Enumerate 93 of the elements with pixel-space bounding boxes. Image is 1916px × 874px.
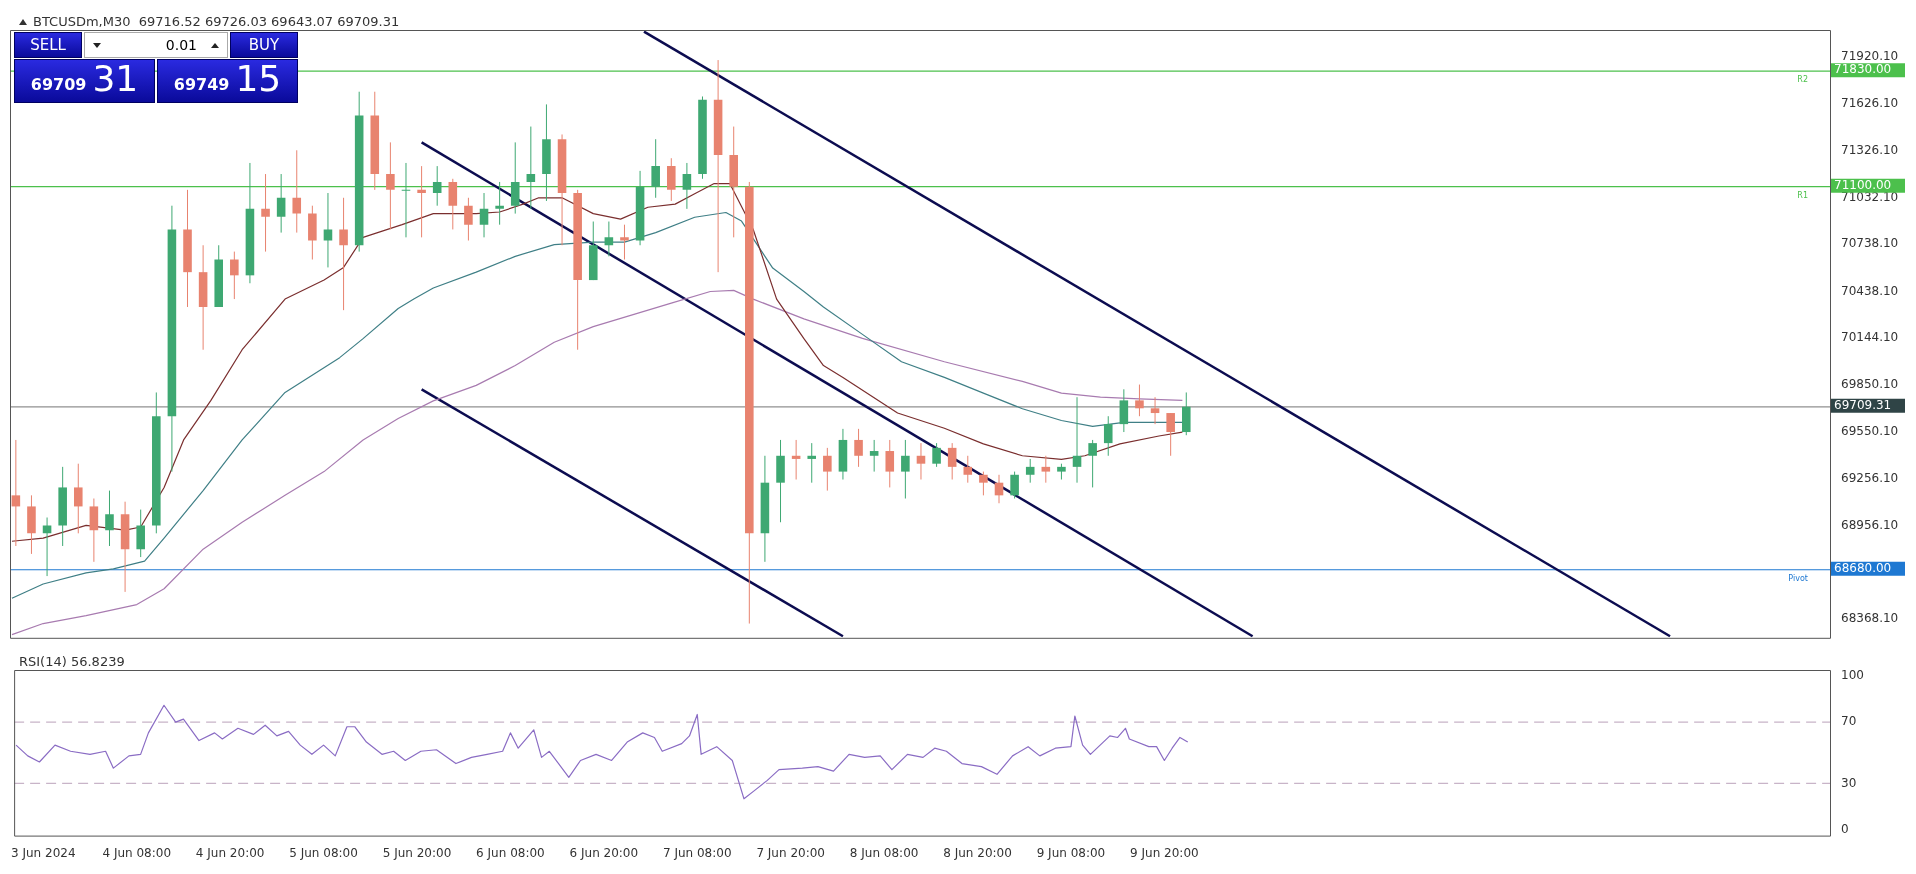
candlestick [620,224,629,261]
candlestick [448,178,458,230]
candlestick [323,192,333,268]
candlestick [682,162,692,210]
x-tick-label: 6 Jun 08:00 [476,845,545,860]
annotation: SELL [14,32,82,58]
text: 71100.00 [1834,177,1892,192]
annotation: 0.01 [164,37,198,53]
x-tick-label: 5 Jun 20:00 [382,845,452,860]
ref-line-label: R2 [1797,75,1808,85]
candlestick [464,197,473,242]
annotation: 31 [92,58,139,99]
candlestick [73,463,83,534]
y-tick-label: 69256.10 [1841,470,1899,485]
candlestick [979,471,988,496]
annotation: BUY [230,32,298,58]
y-tick-label: 100 [1841,668,1864,683]
candlestick [1010,471,1019,500]
text: 71830.00 [1834,62,1892,77]
candlestick [526,126,536,210]
candlestick [963,455,973,484]
candlestick [1088,439,1097,488]
y-tick-label: 68368.10 [1841,611,1899,626]
candlestick [292,149,302,234]
candlestick [105,490,114,547]
candlestick [932,442,941,468]
chart-title: BTCUSDm,M30 69716.52 69726.03 69643.07 69709.31 [33,14,400,29]
annotation: 69709 [30,75,87,94]
candlestick [136,509,145,558]
chart-title: RSI(14) 56.8239 [19,654,125,669]
candlestick [651,138,660,199]
y-tick-label: 70144.10 [1841,330,1899,345]
y-tick-label: 71626.10 [1841,95,1899,110]
quantity-field: 0.01 [84,32,228,58]
candlestick [276,173,286,234]
candlestick [1025,458,1035,484]
candlestick [1150,396,1160,425]
y-tick-label: 70738.10 [1841,236,1899,251]
y-tick-label: 0 [1841,821,1849,836]
candlestick [947,442,957,481]
x-tick-label: 3 Jun 2024 [11,845,76,860]
candlestick [1119,388,1129,433]
text: 68680.00 [1834,560,1892,575]
candlestick [510,141,520,215]
candlestick [479,192,489,238]
candlestick [339,197,348,311]
y-tick-label: 68956.10 [1841,518,1899,533]
candlestick [1072,396,1082,484]
candlestick [230,251,239,300]
y-tick-label: 69550.10 [1841,424,1899,439]
candlestick [1166,412,1175,457]
annotation: 15 [235,58,282,99]
y-tick-label: 69850.10 [1841,376,1899,391]
candlestick [42,517,52,577]
candlestick [11,439,21,547]
y-tick-label: 70 [1841,714,1857,729]
y-tick-label: 71032.10 [1841,189,1899,204]
y-tick-label: 71920.10 [1841,49,1899,64]
candlestick [604,221,614,257]
x-tick-label: 5 Jun 08:00 [289,845,358,860]
x-tick-label: 9 Jun 20:00 [1130,845,1199,860]
candlestick [854,428,863,468]
x-tick-label: 4 Jun 08:00 [102,845,172,860]
candlestick [1135,384,1144,417]
x-tick-label: 7 Jun 08:00 [662,845,732,860]
candlestick [432,165,442,207]
text: 69709.31 [1834,397,1892,412]
ref-line-label: R1 [1797,190,1808,200]
candlestick [667,157,676,202]
candlestick [386,141,395,230]
x-tick-label: 8 Jun 20:00 [943,845,1012,860]
candlestick [916,442,926,481]
x-tick-label: 4 Jun 20:00 [195,845,265,860]
candlestick [261,173,270,253]
x-tick-label: 6 Jun 20:00 [569,845,639,860]
y-tick-label: 71326.10 [1841,143,1899,158]
candlestick [495,181,504,226]
candlestick [885,439,895,488]
candlestick [823,447,832,492]
annotation: 69749 [173,75,230,94]
x-tick-label: 8 Jun 08:00 [849,845,919,860]
candlestick [807,442,817,484]
candlestick [1041,455,1051,484]
candlestick [417,165,426,238]
candlestick [901,439,910,500]
candlestick [869,439,879,473]
candlestick [89,498,99,563]
y-tick-label: 70438.10 [1841,283,1899,298]
x-tick-label: 9 Jun 08:00 [1036,845,1106,860]
y-tick-label: 30 [1841,775,1857,790]
candlestick [1103,415,1113,457]
x-tick-label: 7 Jun 20:00 [756,845,825,860]
ref-line-label: Pivot [1788,573,1808,583]
